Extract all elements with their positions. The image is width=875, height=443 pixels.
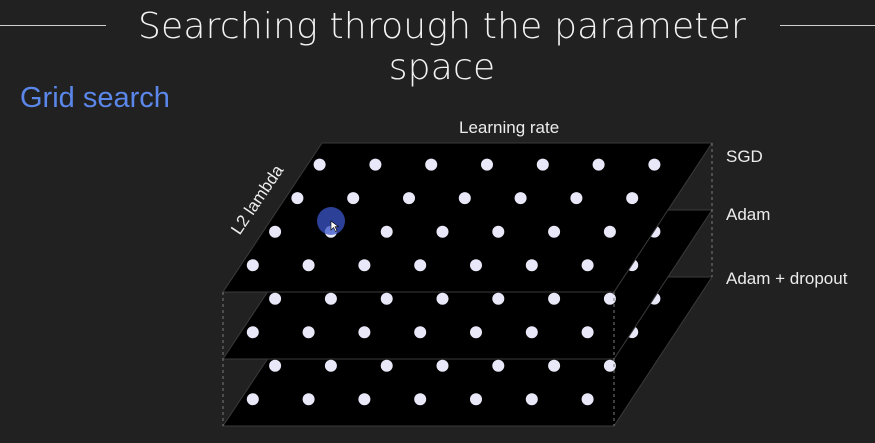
grid-point [403, 192, 415, 205]
grid-point [302, 259, 315, 272]
grid-point [246, 326, 259, 339]
grid-point [548, 225, 561, 238]
grid-point [324, 292, 337, 305]
cursor-icon [330, 220, 340, 232]
layer-plane-0 [222, 142, 713, 293]
grid-point [269, 292, 282, 305]
layer-label-sgd: SGD [726, 147, 763, 166]
grid-point [548, 359, 561, 372]
grid-point [436, 359, 449, 372]
grid-point [548, 292, 561, 305]
grid-point [436, 225, 449, 238]
grid-point [492, 359, 505, 372]
grid-point [313, 158, 326, 171]
title-rule-left [0, 25, 106, 26]
grid-point [347, 192, 360, 205]
grid-point [358, 393, 371, 406]
grid-point [536, 158, 549, 171]
grid-point [570, 192, 583, 205]
grid-point [648, 158, 661, 171]
grid-point [481, 158, 493, 171]
slide-title: Searching through the parameter space [138, 6, 746, 88]
learning-rate-axis-label: Learning rate [459, 118, 560, 137]
grid-point [525, 326, 538, 339]
grid-point [269, 225, 282, 238]
grid-point [603, 292, 616, 305]
grid-point [358, 259, 371, 272]
grid-point [470, 393, 482, 406]
grid-point [470, 326, 482, 339]
grid-point [380, 225, 393, 238]
grid-point [246, 393, 259, 406]
grid-point [302, 326, 315, 339]
grid-point [514, 192, 527, 205]
grid-point [269, 359, 282, 372]
grid-point [581, 326, 594, 339]
grid-point [369, 158, 382, 171]
grid-point [302, 393, 315, 406]
layer-label-adam: Adam [726, 205, 771, 224]
grid-point [470, 259, 482, 272]
grid-point [436, 292, 449, 305]
grid-point [458, 192, 471, 205]
grid-point [425, 158, 438, 171]
grid-point [414, 259, 427, 272]
grid-point [592, 158, 605, 171]
grid-point [291, 192, 304, 205]
grid-point [525, 259, 538, 272]
title-bar: Searching through the parameter space [0, 0, 875, 88]
grid-point [581, 393, 594, 406]
grid-point [603, 359, 616, 372]
grid-point [603, 225, 616, 238]
grid-point [581, 259, 594, 272]
grid-point [324, 359, 337, 372]
title-rule-right [780, 25, 875, 26]
layer-label-adam-dropout: Adam + dropout [726, 269, 848, 288]
grid-point [246, 259, 259, 272]
slide-subtitle: Grid search [20, 82, 170, 114]
grid-point [525, 393, 538, 406]
grid-point [414, 326, 427, 339]
grid-point [492, 225, 505, 238]
grid-point [380, 292, 393, 305]
grid-point [358, 326, 371, 339]
grid-point [380, 359, 393, 372]
grid-point [626, 192, 639, 205]
grid-point [492, 292, 505, 305]
grid-point [414, 393, 427, 406]
